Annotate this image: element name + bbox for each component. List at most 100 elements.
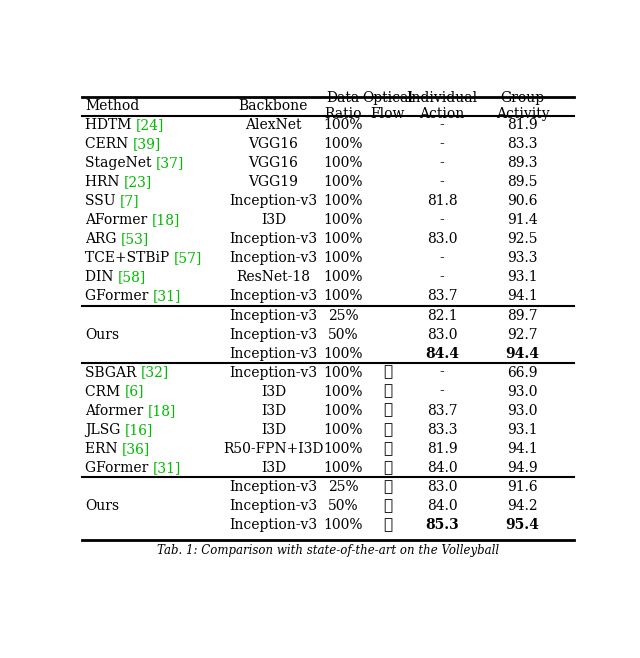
Text: [24]: [24] [136,118,164,132]
Text: 100%: 100% [323,194,363,209]
Text: Inception-v3: Inception-v3 [229,251,317,265]
Text: 100%: 100% [323,290,363,303]
Text: 84.0: 84.0 [427,461,458,474]
Text: Inception-v3: Inception-v3 [229,232,317,246]
Text: Tab. 1: Comparison with state-of-the-art on the Volleyball: Tab. 1: Comparison with state-of-the-art… [157,544,499,557]
Text: 50%: 50% [328,328,358,342]
Text: 100%: 100% [323,422,363,437]
Text: 93.3: 93.3 [508,251,538,265]
Text: 94.1: 94.1 [508,442,538,456]
Text: 100%: 100% [323,270,363,284]
Text: [6]: [6] [124,385,144,399]
Text: 25%: 25% [328,309,358,322]
Text: 81.9: 81.9 [508,118,538,132]
Text: ✓: ✓ [383,385,392,399]
Text: 83.3: 83.3 [427,422,458,437]
Text: 83.7: 83.7 [427,290,458,303]
Text: I3D: I3D [261,403,286,418]
Text: Inception-v3: Inception-v3 [229,290,317,303]
Text: 81.8: 81.8 [427,194,458,209]
Text: 100%: 100% [323,461,363,474]
Text: ✓: ✓ [383,403,392,418]
Text: 91.6: 91.6 [508,480,538,494]
Text: [23]: [23] [124,175,152,190]
Text: ✓: ✓ [383,518,392,532]
Text: ✓: ✓ [383,461,392,474]
Text: 94.2: 94.2 [508,499,538,513]
Text: 93.0: 93.0 [508,385,538,399]
Text: [57]: [57] [173,251,202,265]
Text: 25%: 25% [328,480,358,494]
Text: 83.0: 83.0 [427,232,458,246]
Text: Group
Activity: Group Activity [496,91,550,121]
Text: DIN: DIN [85,270,118,284]
Text: Inception-v3: Inception-v3 [229,480,317,494]
Text: 81.9: 81.9 [427,442,458,456]
Text: 66.9: 66.9 [508,366,538,380]
Text: Data
Ratio: Data Ratio [324,91,362,121]
Text: 93.1: 93.1 [508,270,538,284]
Text: [58]: [58] [118,270,146,284]
Text: ✓: ✓ [383,499,392,513]
Text: ✓: ✓ [383,422,392,437]
Text: [31]: [31] [153,461,181,474]
Text: JLSG: JLSG [85,422,125,437]
Text: -: - [440,157,444,170]
Text: 100%: 100% [323,366,363,380]
Text: I3D: I3D [261,461,286,474]
Text: 94.4: 94.4 [506,347,540,361]
Text: Inception-v3: Inception-v3 [229,347,317,361]
Text: Method: Method [85,99,140,113]
Text: Optical
Flow: Optical Flow [362,91,413,121]
Text: -: - [440,175,444,190]
Text: HDTM: HDTM [85,118,136,132]
Text: Ours: Ours [85,499,119,513]
Text: GFormer: GFormer [85,290,153,303]
Text: ✓: ✓ [383,442,392,456]
Text: VGG19: VGG19 [248,175,298,190]
Text: AFormer: AFormer [85,213,152,228]
Text: 92.7: 92.7 [508,328,538,342]
Text: 100%: 100% [323,232,363,246]
Text: VGG16: VGG16 [248,157,298,170]
Text: 89.3: 89.3 [508,157,538,170]
Text: [53]: [53] [121,232,149,246]
Text: 100%: 100% [323,442,363,456]
Text: [39]: [39] [132,138,161,151]
Text: -: - [440,118,444,132]
Text: 93.0: 93.0 [508,403,538,418]
Text: 100%: 100% [323,138,363,151]
Text: 83.3: 83.3 [508,138,538,151]
Text: 89.5: 89.5 [508,175,538,190]
Text: 100%: 100% [323,118,363,132]
Text: [18]: [18] [148,403,176,418]
Text: [31]: [31] [153,290,181,303]
Text: ERN: ERN [85,442,122,456]
Text: Aformer: Aformer [85,403,148,418]
Text: [7]: [7] [120,194,140,209]
Text: [16]: [16] [125,422,153,437]
Text: CRM: CRM [85,385,124,399]
Text: 94.9: 94.9 [508,461,538,474]
Text: VGG16: VGG16 [248,138,298,151]
Text: 94.1: 94.1 [508,290,538,303]
Text: StageNet: StageNet [85,157,156,170]
Text: 100%: 100% [323,157,363,170]
Text: ARG: ARG [85,232,121,246]
Text: -: - [440,251,444,265]
Text: 85.3: 85.3 [425,518,459,532]
Text: 100%: 100% [323,385,363,399]
Text: TCE+STBiP: TCE+STBiP [85,251,173,265]
Text: 92.5: 92.5 [508,232,538,246]
Text: 84.0: 84.0 [427,499,458,513]
Text: 50%: 50% [328,499,358,513]
Text: 83.7: 83.7 [427,403,458,418]
Text: 83.0: 83.0 [427,328,458,342]
Text: [37]: [37] [156,157,184,170]
Text: 100%: 100% [323,347,363,361]
Text: 84.4: 84.4 [425,347,459,361]
Text: 90.6: 90.6 [508,194,538,209]
Text: GFormer: GFormer [85,461,153,474]
Text: Inception-v3: Inception-v3 [229,499,317,513]
Text: -: - [440,270,444,284]
